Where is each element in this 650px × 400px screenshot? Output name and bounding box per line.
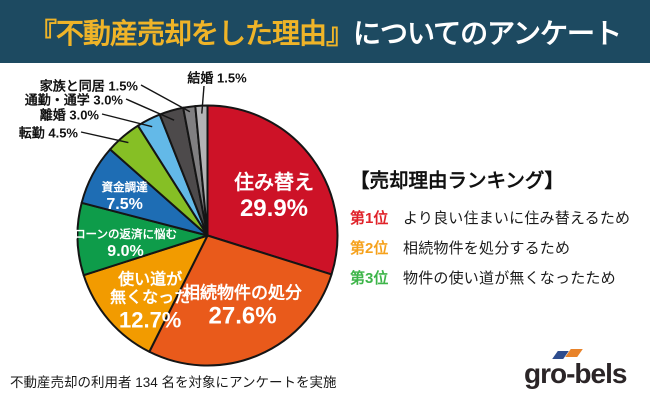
rank-1-badge: 第1位: [350, 209, 389, 227]
leader-line-8: [140, 84, 191, 113]
pie-slice-0: [206, 104, 339, 276]
pie-slice-9: [194, 104, 209, 237]
leader-line-5: [80, 131, 129, 144]
page-title-highlight: 『不動産売却をした理由』: [28, 17, 354, 49]
logo-text: gro-bels: [524, 358, 627, 389]
ranking-panel: 【売却理由ランキング】 第1位 より良い住まいに住み替えるため 第2位 相続物件…: [350, 164, 645, 287]
rank-2-badge: 第2位: [350, 239, 389, 257]
ranking-row-2: 第2位 相続物件を処分するため: [350, 237, 645, 257]
leader-line-9: [201, 85, 205, 114]
pie-slice-2: [82, 234, 209, 353]
header-banner: 『不動産売却をした理由』についてのアンケート: [0, 0, 650, 63]
rank-3-badge: 第3位: [350, 269, 389, 287]
page-title-rest: についてのアンケート: [352, 17, 622, 49]
sample-size-note: 不動産売却の利用者 134 名を対象にアンケートを実施: [10, 375, 337, 390]
leader-line-7: [125, 98, 175, 121]
pie-slice-1: [148, 234, 333, 367]
company-logo: gro-bels: [524, 348, 644, 394]
rank-2-reason: 相続物件を処分するため: [403, 239, 571, 257]
rank-1-reason: より良い住まいに住み替えるため: [403, 209, 631, 227]
ranking-row-3: 第3位 物件の使い道が無くなったため: [350, 267, 645, 287]
ranking-title: 【売却理由ランキング】: [350, 170, 564, 192]
page-title: 『不動産売却をした理由』についてのアンケート: [28, 12, 622, 52]
ranking-rows: 第1位 より良い住まいに住み替えるため 第2位 相続物件を処分するため 第3位 …: [350, 207, 645, 287]
leader-line-6: [101, 113, 153, 128]
rank-3-reason: 物件の使い道が無くなったため: [403, 269, 616, 287]
ranking-row-1: 第1位 より良い住まいに住み替えるため: [350, 207, 645, 227]
